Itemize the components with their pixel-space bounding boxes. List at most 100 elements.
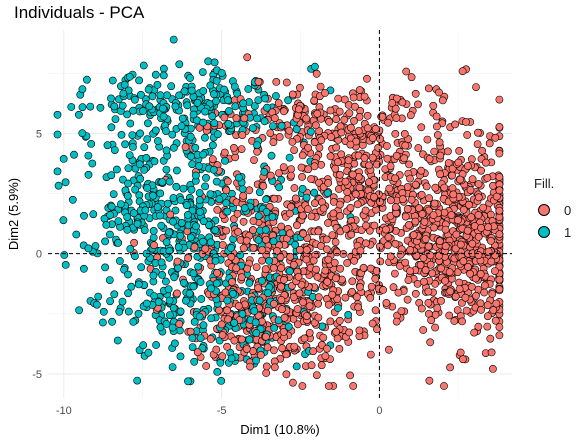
point-fill-0 <box>313 109 322 118</box>
point-fill-1 <box>198 68 207 76</box>
point-fill-1 <box>125 151 134 159</box>
point-fill-0 <box>270 363 279 372</box>
point-fill-1 <box>183 101 192 110</box>
point-fill-1 <box>187 185 196 194</box>
point-fill-0 <box>359 263 368 272</box>
point-fill-1 <box>201 107 209 116</box>
point-fill-0 <box>259 182 268 190</box>
point-fill-1 <box>165 228 174 237</box>
point-fill-0 <box>488 290 497 298</box>
point-fill-0 <box>288 137 297 146</box>
point-fill-0 <box>343 188 352 196</box>
point-fill-1 <box>61 178 70 187</box>
point-fill-0 <box>166 210 175 219</box>
point-fill-0 <box>229 143 238 152</box>
point-fill-0 <box>330 258 339 267</box>
point-fill-0 <box>456 348 465 357</box>
point-fill-1 <box>133 376 142 385</box>
point-fill-1 <box>156 189 165 198</box>
point-fill-0 <box>487 257 496 266</box>
point-fill-0 <box>473 140 482 148</box>
point-fill-0 <box>266 129 275 137</box>
point-fill-0 <box>333 334 342 343</box>
point-fill-0 <box>412 251 421 260</box>
point-fill-1 <box>120 80 129 89</box>
point-fill-0 <box>290 184 299 192</box>
point-fill-1 <box>262 195 270 204</box>
point-fill-1 <box>223 96 232 105</box>
point-fill-1 <box>323 189 332 197</box>
point-fill-1 <box>78 103 87 112</box>
point-fill-0 <box>406 246 415 254</box>
point-fill-0 <box>407 73 416 82</box>
point-fill-0 <box>371 125 380 133</box>
point-fill-1 <box>208 141 217 150</box>
point-fill-0 <box>379 285 387 294</box>
point-fill-0 <box>279 163 288 171</box>
point-fill-0 <box>350 117 358 125</box>
point-fill-0 <box>366 350 375 359</box>
point-fill-1 <box>195 207 204 216</box>
point-fill-1 <box>162 127 170 136</box>
point-fill-0 <box>452 230 461 239</box>
y-tick-label: 5 <box>36 128 42 140</box>
point-fill-1 <box>159 112 168 121</box>
point-fill-0 <box>290 146 298 154</box>
point-fill-1 <box>171 206 180 215</box>
point-fill-0 <box>342 224 350 233</box>
point-fill-1 <box>212 76 221 85</box>
point-fill-0 <box>423 135 432 144</box>
point-fill-0 <box>495 275 504 284</box>
point-fill-0 <box>279 107 288 116</box>
point-fill-0 <box>458 355 467 364</box>
point-fill-0 <box>245 186 254 195</box>
point-fill-0 <box>424 84 433 93</box>
point-fill-1 <box>310 188 319 197</box>
point-fill-1 <box>53 130 62 139</box>
point-fill-0 <box>246 362 254 371</box>
point-fill-1 <box>86 102 95 111</box>
point-fill-0 <box>495 123 504 131</box>
point-fill-1 <box>53 110 62 119</box>
point-fill-1 <box>156 323 165 332</box>
point-fill-0 <box>298 211 307 220</box>
point-fill-1 <box>108 76 117 85</box>
point-fill-0 <box>298 151 307 160</box>
point-fill-1 <box>117 200 125 208</box>
point-fill-0 <box>394 288 403 297</box>
point-fill-0 <box>381 225 390 234</box>
point-fill-0 <box>411 180 420 189</box>
point-fill-0 <box>270 194 279 203</box>
point-fill-0 <box>303 205 312 213</box>
point-fill-0 <box>495 206 504 215</box>
point-fill-0 <box>391 129 400 138</box>
point-fill-0 <box>487 348 496 357</box>
point-fill-0 <box>441 276 449 285</box>
point-fill-0 <box>356 246 365 255</box>
point-fill-1 <box>54 181 63 190</box>
point-fill-1 <box>269 122 277 130</box>
point-fill-1 <box>211 256 220 265</box>
point-fill-0 <box>383 154 392 163</box>
point-fill-1 <box>285 267 294 276</box>
point-fill-1 <box>250 102 259 110</box>
point-fill-0 <box>314 299 322 308</box>
chart-title: Individuals - PCA <box>14 3 145 22</box>
point-fill-0 <box>363 124 372 133</box>
point-fill-1 <box>168 323 177 332</box>
point-fill-1 <box>207 284 215 293</box>
point-fill-1 <box>177 218 186 227</box>
point-fill-0 <box>472 83 480 91</box>
point-fill-0 <box>184 254 192 262</box>
point-fill-0 <box>376 134 384 143</box>
point-fill-0 <box>406 111 415 120</box>
point-fill-0 <box>424 242 433 251</box>
point-fill-0 <box>294 105 303 114</box>
point-fill-1 <box>89 210 98 219</box>
point-fill-1 <box>183 210 192 219</box>
point-fill-0 <box>252 263 261 271</box>
point-fill-1 <box>227 354 236 363</box>
point-fill-1 <box>84 244 93 253</box>
x-tick-label: -10 <box>56 405 72 417</box>
point-fill-0 <box>431 323 439 332</box>
